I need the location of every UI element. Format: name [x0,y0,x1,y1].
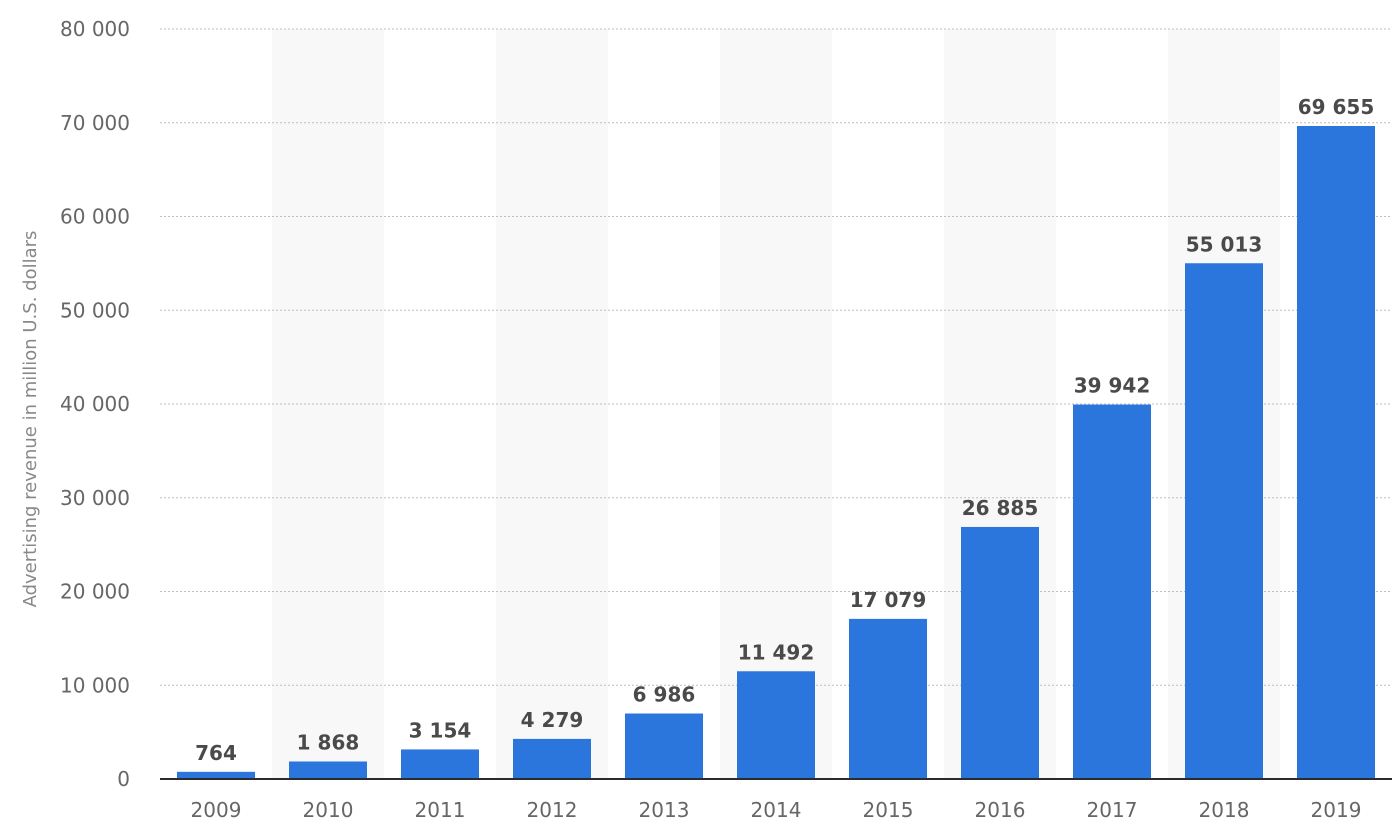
bar [1073,404,1151,779]
data-label: 26 885 [962,496,1039,520]
x-tick-label: 2019 [1311,798,1362,822]
x-axis-ticks: 2009 2010 2011 2012 2013 2014 2015 2016 2017 2018… [191,798,1362,822]
bar [849,618,927,779]
bar [961,526,1039,779]
data-label: 17 079 [850,588,927,612]
data-label: 3 154 [409,718,472,742]
y-tick-label: 60 000 [60,205,130,229]
bar [401,749,479,779]
x-tick-label: 2015 [863,798,914,822]
bars [177,125,1375,779]
y-tick-label: 10 000 [60,673,130,697]
y-tick-label: 20 000 [60,580,130,604]
data-labels: 764 1 868 3 154 4 279 6 986 11 492 17 079 26 88… [195,95,1374,765]
x-tick-label: 2016 [975,798,1026,822]
bar [1185,263,1263,779]
bar [289,761,367,779]
y-tick-label: 50 000 [60,298,130,322]
x-tick-label: 2014 [751,798,802,822]
x-tick-label: 2011 [415,798,466,822]
x-tick-label: 2018 [1199,798,1250,822]
y-axis-title: Advertising revenue in million U.S. doll… [20,231,41,608]
bar [513,738,591,779]
data-label: 39 942 [1074,374,1151,398]
data-label: 4 279 [521,708,584,732]
data-label: 764 [195,741,237,765]
data-label: 6 986 [633,683,696,707]
data-label: 1 868 [297,730,360,754]
bar [177,771,255,779]
y-tick-label: 0 [117,767,130,791]
data-label: 11 492 [738,640,815,664]
y-tick-label: 70 000 [60,111,130,135]
bar [1297,125,1375,779]
y-tick-label: 80 000 [60,17,130,41]
y-tick-label: 40 000 [60,392,130,416]
x-tick-label: 2017 [1087,798,1138,822]
y-tick-label: 30 000 [60,486,130,510]
x-tick-label: 2010 [303,798,354,822]
bar [625,713,703,779]
x-tick-label: 2012 [527,798,578,822]
x-tick-label: 2013 [639,798,690,822]
bar [737,671,815,779]
x-tick-label: 2009 [191,798,242,822]
y-axis-ticks: 0 10 000 20 000 30 000 40 000 50 000 60 000 70 … [60,17,130,791]
data-label: 55 013 [1186,232,1263,256]
data-label: 69 655 [1298,95,1375,119]
